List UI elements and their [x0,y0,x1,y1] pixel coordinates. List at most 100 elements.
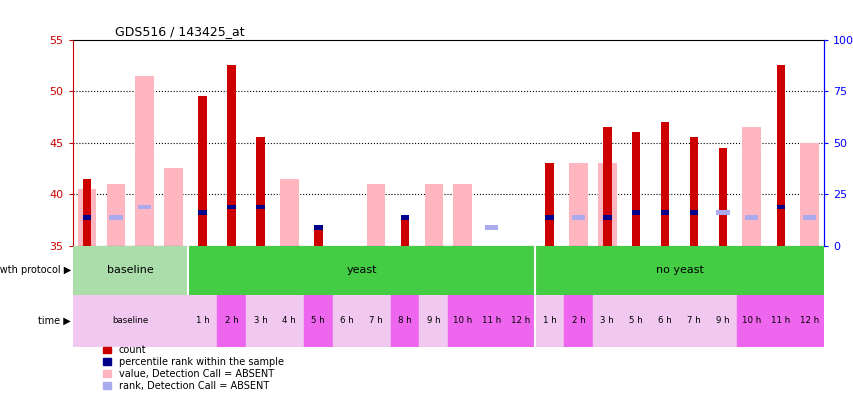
Bar [718,210,726,215]
Bar [765,295,794,346]
Text: 3 h: 3 h [253,316,267,325]
Bar [799,143,818,246]
Bar [275,295,304,346]
Bar [775,205,784,209]
Bar [568,163,587,246]
Bar [535,295,563,346]
Text: 8 h: 8 h [397,316,411,325]
Text: 4 h: 4 h [282,316,296,325]
Bar [198,210,206,215]
Text: 12 h: 12 h [510,316,530,325]
Text: yeast: yeast [346,265,376,275]
Bar [448,295,477,346]
Bar [304,295,333,346]
Bar [631,132,640,246]
Bar [745,215,757,220]
Bar [689,137,698,246]
Bar [545,215,553,220]
Bar [477,295,506,346]
Bar [256,137,264,246]
Text: growth protocol ▶: growth protocol ▶ [0,265,71,275]
Bar [78,189,96,246]
Text: 5 h: 5 h [629,316,642,325]
Bar [775,65,784,246]
Text: 1 h: 1 h [542,316,556,325]
Bar [563,295,592,346]
Text: 1 h: 1 h [195,316,209,325]
Text: 11 h: 11 h [770,316,790,325]
Bar [109,215,122,220]
Text: time ▶: time ▶ [38,316,71,326]
Bar [660,210,669,215]
Bar [716,210,728,215]
Text: 10 h: 10 h [741,316,761,325]
Text: 3 h: 3 h [600,316,613,325]
Bar [314,225,322,230]
Bar [227,205,235,209]
Text: 6 h: 6 h [339,316,354,325]
Bar [227,65,235,246]
Text: 10 h: 10 h [453,316,472,325]
Text: 7 h: 7 h [687,316,700,325]
Bar [602,127,611,246]
Text: 11 h: 11 h [481,316,501,325]
Bar [400,220,409,246]
Bar [506,295,535,346]
Bar [660,122,669,246]
Bar [188,295,217,346]
Bar [107,184,125,246]
Text: 9 h: 9 h [426,316,440,325]
Bar [794,295,823,346]
Bar [689,210,698,215]
Bar [198,96,206,246]
Bar [631,210,640,215]
Bar [256,205,264,209]
Bar [718,148,726,246]
Text: 9 h: 9 h [716,316,729,325]
Bar [736,295,765,346]
Bar [572,215,584,220]
Text: 5 h: 5 h [311,316,325,325]
Bar [333,295,361,346]
Bar [679,295,708,346]
Bar [708,295,736,346]
Text: 6 h: 6 h [658,316,671,325]
Bar [280,179,299,246]
Text: no yeast: no yeast [655,265,703,275]
Text: 12 h: 12 h [799,316,818,325]
Bar [802,215,815,220]
Bar [602,215,611,220]
Bar [73,295,188,346]
Bar [535,246,823,295]
Bar [424,184,443,246]
Bar [485,225,497,230]
Text: baseline: baseline [107,265,154,275]
Legend: count, percentile rank within the sample, value, Detection Call = ABSENT, rank, : count, percentile rank within the sample… [103,345,283,391]
Text: 2 h: 2 h [224,316,238,325]
Bar [83,179,91,246]
Text: 2 h: 2 h [571,316,584,325]
Bar [400,215,409,220]
Bar [650,295,679,346]
Bar [741,127,760,246]
Bar [366,184,385,246]
Text: GDS516 / 143425_at: GDS516 / 143425_at [115,25,245,38]
Bar [188,246,535,295]
Bar [621,295,650,346]
Text: 7 h: 7 h [368,316,382,325]
Bar [592,295,621,346]
Bar [164,168,183,246]
Bar [217,295,246,346]
Bar [136,76,154,246]
Bar [138,205,151,209]
Bar [545,163,553,246]
Bar [597,163,616,246]
Bar [361,295,390,346]
Bar [314,230,322,246]
Bar [73,246,188,295]
Bar [419,295,448,346]
Bar [83,215,91,220]
Bar [390,295,419,346]
Text: baseline: baseline [112,316,148,325]
Bar [453,184,472,246]
